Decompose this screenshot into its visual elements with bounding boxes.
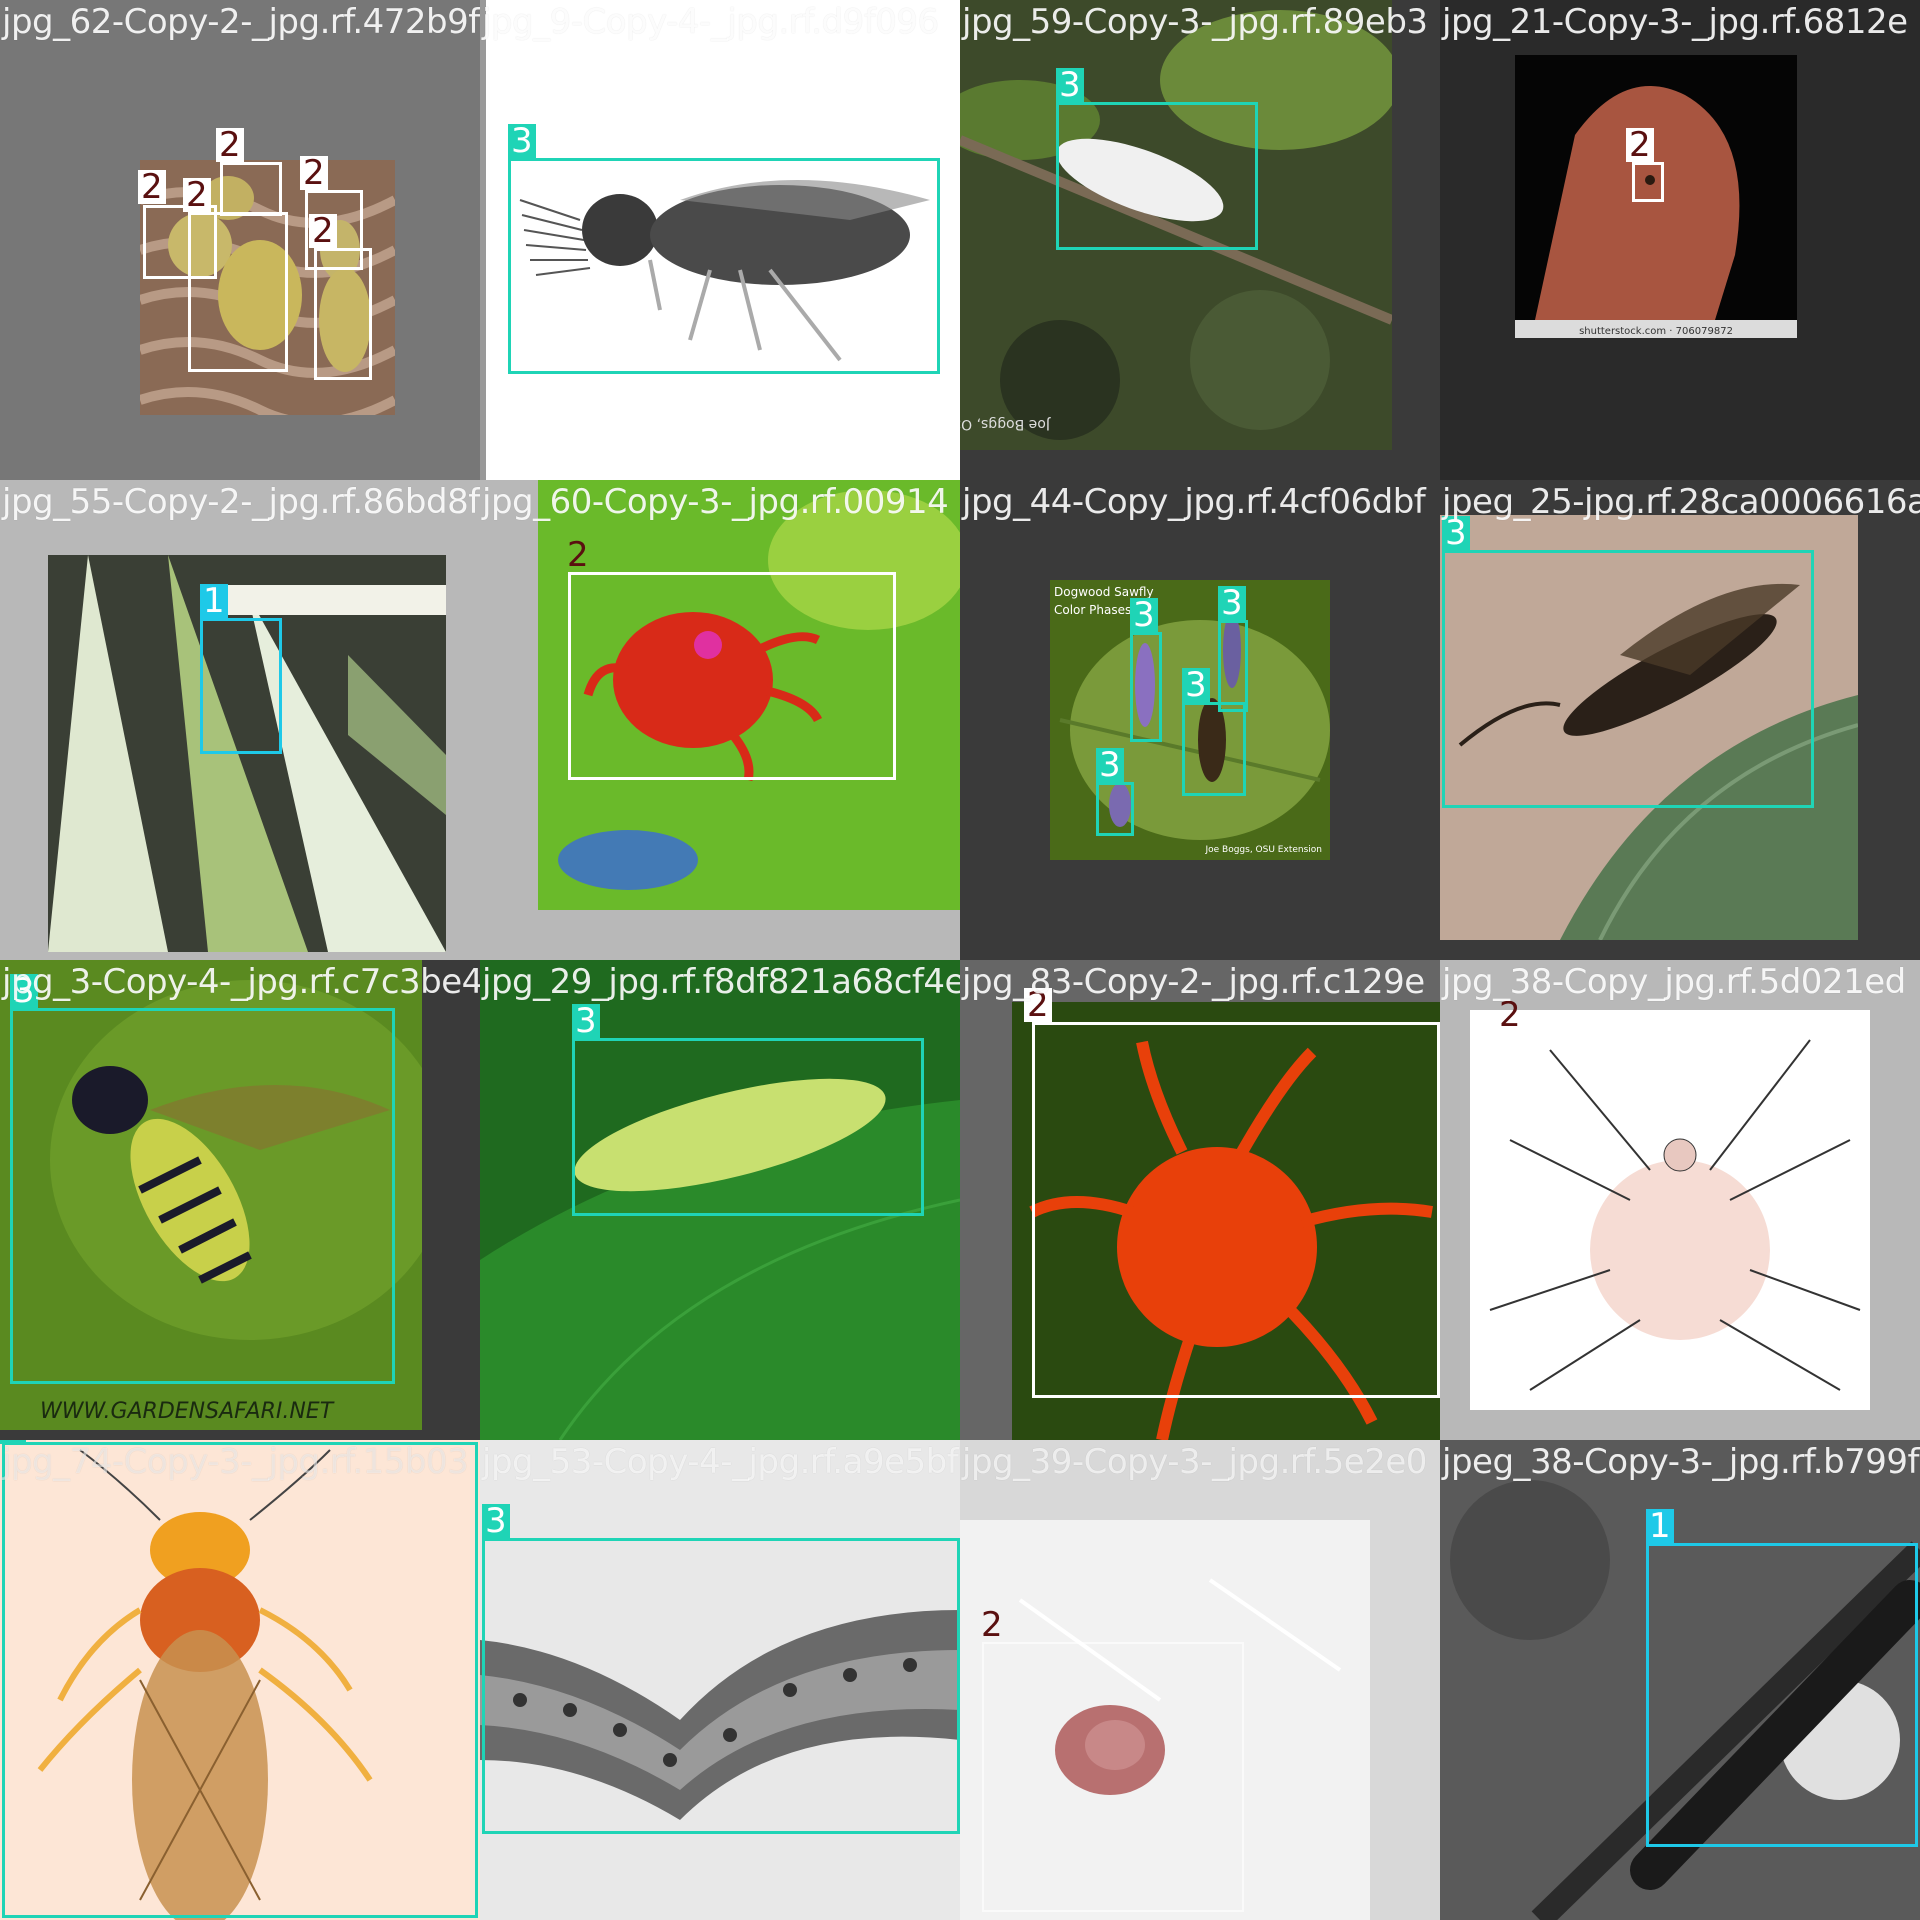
sawfly-phases-photo: Dogwood Sawfly Color Phases Joe Boggs, O… [1050,580,1330,860]
detection-box [2,1442,478,1918]
tile-5: 1 jpg_55-Copy-2-_jpg.rf.86bd8f [0,480,480,960]
detection-box [982,1642,1244,1912]
detection-box [200,618,282,754]
watermark-text: Joe Boggs, OSU Extn [960,416,1051,432]
watermark-text: WWW.GARDENSAFARI.NET [40,1399,335,1424]
tile-14: 3 jpg_53-Copy-4-_jpg.rf.a9e5bf [480,1440,960,1920]
class-label: 3 [1182,668,1210,702]
wasp-photo: WWW.GARDENSAFARI.NET [0,960,422,1430]
class-label: 2 [1024,988,1052,1022]
tile-16: 1 jpeg_38-Copy-3-_jpg.rf.b799f [1440,1440,1920,1920]
detection-box [1182,702,1246,796]
class-label: 1 [200,584,228,618]
class-label: 2 [1499,995,1521,1035]
detection-box [305,190,363,270]
class-label: 2 [216,128,244,162]
velvet-mite-photo [1012,1002,1440,1440]
fingertip-photo: shutterstock.com · 706079872 [1515,55,1797,338]
class-label: 3 [1218,586,1246,620]
detection-box [568,572,896,780]
mite-drawing-photo [1470,1010,1870,1410]
detection-box [572,1038,924,1216]
class-label: 3 [1056,68,1084,102]
dust-mite-photo [140,160,395,415]
red-mite-photo [538,480,960,910]
larva-stem-photo [1440,1440,1920,1920]
tile-15: 2 jpg_39-Copy-3-_jpg.rf.5e2e0 [960,1440,1440,1920]
larvae-photo: Joe Boggs, OSU Extn [960,0,1392,450]
photo-caption: shutterstock.com · 706079872 [1579,326,1733,337]
detection-box [1632,162,1664,202]
green-larva-photo [480,960,960,1440]
detection-box [1646,1543,1918,1847]
tile-10: 3 jpg_29_jpg.rf.f8df821a68cf4e [480,960,960,1440]
caption-line: Dogwood Sawfly [1054,585,1154,599]
class-label: 2 [1626,128,1654,162]
tile-2: 3 jpg_9-Copy-4-_jpg.rf.d9f096 [480,0,960,480]
class-label: 2 [981,1605,1003,1645]
tile-7: Dogwood Sawfly Color Phases Joe Boggs, O… [960,480,1440,960]
class-label: 2 [183,178,211,212]
detection-box [1096,782,1134,836]
class-label: 2 [138,170,166,204]
detection-box [188,212,288,372]
tile-12: 2 jpg_38-Copy_jpg.rf.5d021ed [1440,960,1920,1440]
watermark-text: Joe Boggs, OSU Extension [1204,845,1322,855]
detection-box [482,1538,960,1834]
class-label: 3 [508,124,536,158]
detection-box [10,1008,395,1384]
orange-sawfly-photo [0,1440,480,1920]
class-label: 3 [10,974,38,1008]
faded-mite-photo [960,1520,1370,1920]
caption-line: Color Phases [1054,603,1131,617]
class-label: 2 [309,214,337,248]
caterpillar-gray-photo [480,1440,960,1920]
sawfly-photo [519,180,930,362]
class-label: 1 [1646,1509,1674,1543]
detection-box [143,205,217,279]
class-label: 3 [1130,598,1158,632]
detection-box [1470,1010,1870,1410]
detection-box [1056,102,1258,250]
tile-11: 2 jpg_83-Copy-2-_jpg.rf.c129e [960,960,1440,1440]
detection-box [314,248,372,380]
tile-6: 2 jpg_60-Copy-3-_jpg.rf.00914 [480,480,960,960]
class-label: 3 [0,1440,26,1444]
class-label: 2 [567,535,589,575]
tile-8: 3 jpeg_25-jpg.rf.28ca0006616ad1 [1440,480,1920,960]
tile-1: 2 2 2 2 2 jpg_62-Copy-2-_jpg.rf.472b9f66… [0,0,480,480]
tile-13: 3 jpg_74-Copy-3-_jpg.rf.15b03 [0,1440,480,1920]
detection-box [1032,1022,1440,1398]
sawfly-leaf-photo [1440,515,1858,940]
class-label: 2 [300,156,328,190]
class-label: 3 [1096,748,1124,782]
detection-box [1218,620,1248,712]
tile-4: shutterstock.com · 706079872 2 jpg_21-Co… [1440,0,1920,480]
detection-box [508,158,940,374]
detection-box [1442,550,1814,808]
tile-9: WWW.GARDENSAFARI.NET 3 jpg_3-Copy-4-_jpg… [0,960,480,1440]
detection-box [1130,632,1162,742]
tile-3: Joe Boggs, OSU Extn 3 jpg_59-Copy-3-_jpg… [960,0,1440,480]
class-label: 3 [1442,516,1470,550]
class-label: 3 [482,1504,510,1538]
class-label: 3 [572,1004,600,1038]
detection-box [220,162,282,216]
